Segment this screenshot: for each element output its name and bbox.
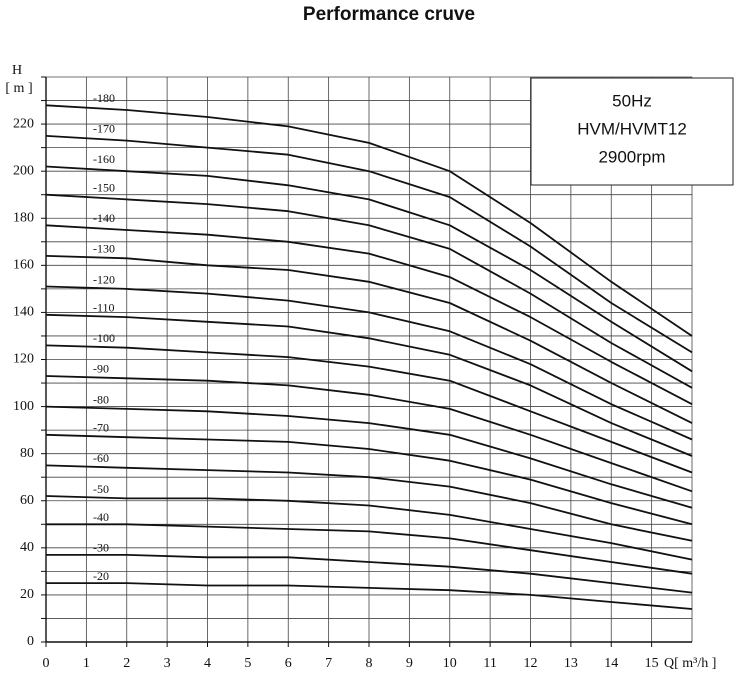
series-label: -120 [93, 272, 115, 286]
curve [45, 285, 693, 441]
chart-title: Performance cruve [303, 4, 475, 25]
curve [45, 375, 693, 493]
curve [45, 193, 693, 389]
x-tick-label: 0 [43, 656, 50, 671]
x-tick-label: 15 [645, 656, 659, 671]
series-label: -70 [93, 421, 109, 435]
y-tick-label: 100 [13, 399, 34, 414]
x-tick-label: 9 [406, 656, 413, 671]
y-axis-label: H [12, 63, 22, 78]
x-tick-label: 1 [83, 656, 90, 671]
series-label: -90 [93, 362, 109, 376]
y-tick-label: 20 [20, 587, 34, 602]
curve [45, 405, 693, 509]
y-tick-label: 40 [20, 540, 34, 555]
curve [45, 104, 693, 337]
x-tick-label: 11 [483, 656, 496, 671]
y-tick-label: 0 [27, 634, 34, 649]
y-tick-label: 140 [13, 305, 34, 320]
curve [45, 495, 693, 561]
y-axis-unit: [ m ] [5, 81, 32, 96]
series-label: -160 [93, 152, 115, 166]
x-tick-label: 4 [204, 656, 211, 671]
x-axis-label: Q[ m³/h ] [664, 656, 716, 671]
curve [46, 554, 693, 594]
y-tick-label: 120 [13, 352, 34, 367]
curve [46, 582, 693, 610]
curve [45, 313, 693, 457]
y-tick-label: 60 [20, 493, 34, 508]
annotation: 2900rpm [598, 147, 665, 166]
curve [45, 135, 693, 354]
x-tick-label: 8 [366, 656, 373, 671]
series-label: -60 [93, 451, 109, 465]
curve [45, 224, 693, 405]
curve [45, 433, 693, 526]
series-label: -170 [93, 122, 115, 136]
x-tick-label: 12 [524, 656, 538, 671]
series-label: -80 [93, 392, 109, 406]
y-tick-label: 80 [20, 446, 34, 461]
curve [46, 523, 693, 575]
series-label: -30 [93, 541, 109, 555]
series-label: -180 [93, 91, 115, 105]
series-label: -110 [93, 301, 115, 315]
x-tick-label: 14 [604, 656, 618, 671]
info-box [530, 77, 734, 186]
series-label: -140 [93, 211, 115, 225]
x-tick-label: 5 [244, 656, 251, 671]
series-label: -130 [93, 242, 115, 256]
series-label: -20 [93, 569, 109, 583]
curve [45, 255, 693, 424]
y-tick-label: 200 [13, 163, 34, 178]
x-tick-label: 7 [325, 656, 332, 671]
series-label: -50 [93, 482, 109, 496]
x-tick-label: 10 [443, 656, 457, 671]
x-tick-label: 13 [564, 656, 578, 671]
y-tick-label: 220 [13, 116, 34, 131]
annotation: HVM/HVMT12 [577, 119, 687, 138]
annotation: 50Hz [612, 91, 652, 110]
curve [45, 165, 693, 373]
x-tick-label: 2 [123, 656, 130, 671]
y-tick-label: 160 [13, 258, 34, 273]
x-tick-label: 3 [164, 656, 171, 671]
x-tick-label: 6 [285, 656, 292, 671]
series-label: -100 [93, 331, 115, 345]
series-label: -150 [93, 180, 115, 194]
series-label: -40 [93, 510, 109, 524]
y-tick-label: 180 [13, 210, 34, 225]
curve [45, 464, 693, 542]
curve [45, 344, 693, 474]
